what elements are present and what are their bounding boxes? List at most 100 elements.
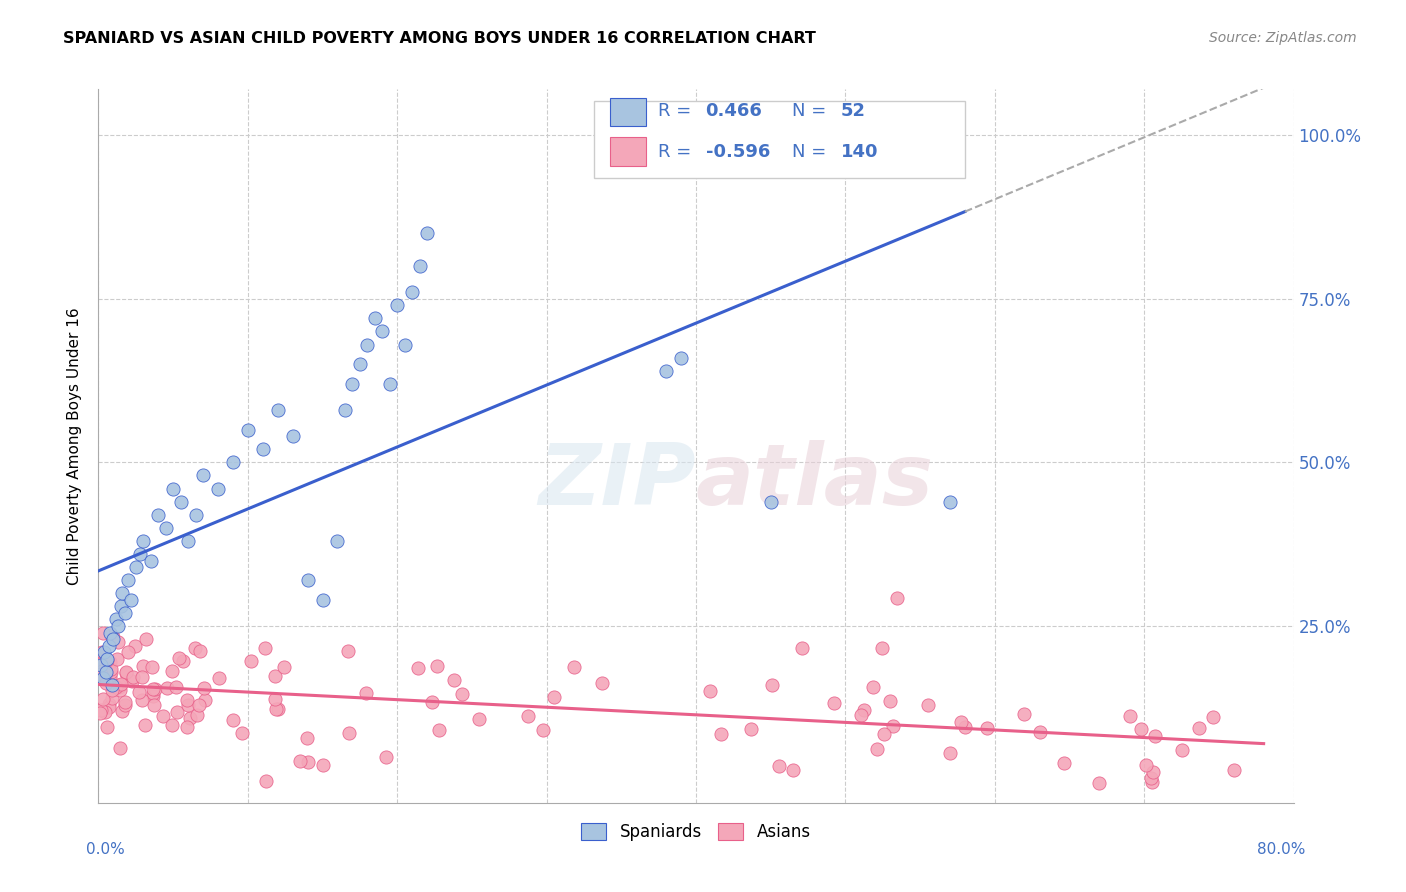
Point bbox=[97, 699, 120, 714]
Point bbox=[401, 285, 423, 300]
Text: 80.0%: 80.0% bbox=[1257, 842, 1306, 857]
Point bbox=[1144, 729, 1167, 743]
Point bbox=[97, 639, 120, 653]
Point bbox=[101, 678, 124, 692]
Point bbox=[851, 707, 873, 722]
Point bbox=[105, 612, 128, 626]
Point bbox=[108, 678, 131, 692]
Point bbox=[782, 764, 804, 778]
Point bbox=[591, 675, 613, 690]
Point bbox=[160, 718, 183, 732]
Point bbox=[468, 712, 491, 726]
Point bbox=[142, 682, 165, 697]
Point bbox=[97, 698, 120, 712]
Point bbox=[143, 698, 166, 713]
Text: atlas: atlas bbox=[696, 440, 934, 524]
Point bbox=[177, 533, 200, 548]
Point bbox=[1202, 710, 1225, 724]
Point bbox=[98, 625, 122, 640]
Point bbox=[143, 682, 166, 697]
Point bbox=[114, 698, 136, 712]
Point bbox=[100, 661, 122, 675]
Point bbox=[108, 680, 131, 694]
Point bbox=[111, 586, 134, 600]
Point bbox=[710, 727, 733, 741]
Point bbox=[131, 670, 153, 684]
Text: SPANIARD VS ASIAN CHILD POVERTY AMONG BOYS UNDER 16 CORRELATION CHART: SPANIARD VS ASIAN CHILD POVERTY AMONG BO… bbox=[63, 31, 815, 46]
Point bbox=[371, 325, 394, 339]
Point bbox=[337, 644, 360, 658]
Point bbox=[107, 635, 129, 649]
Point bbox=[141, 659, 163, 673]
Point bbox=[562, 660, 585, 674]
Point bbox=[949, 715, 972, 730]
Point bbox=[152, 708, 174, 723]
Point bbox=[873, 727, 896, 741]
Point bbox=[89, 656, 111, 670]
Point bbox=[90, 666, 112, 681]
Point bbox=[517, 709, 540, 723]
Point bbox=[93, 672, 115, 686]
Point bbox=[1223, 763, 1246, 777]
Point bbox=[427, 723, 450, 737]
Point bbox=[100, 690, 122, 705]
Point bbox=[953, 720, 976, 734]
Point bbox=[394, 337, 416, 351]
Point bbox=[93, 645, 115, 659]
Point bbox=[852, 702, 875, 716]
Point bbox=[886, 591, 908, 606]
Point bbox=[1088, 776, 1111, 790]
Point bbox=[100, 670, 122, 684]
Point bbox=[356, 337, 378, 351]
Point bbox=[105, 680, 128, 694]
Point bbox=[655, 364, 678, 378]
Point bbox=[91, 645, 114, 659]
Point bbox=[1119, 709, 1142, 723]
Y-axis label: Child Poverty Among Boys Under 16: Child Poverty Among Boys Under 16 bbox=[67, 307, 83, 585]
Point bbox=[108, 741, 131, 756]
Point bbox=[207, 482, 229, 496]
Point bbox=[89, 706, 111, 720]
Point bbox=[176, 720, 198, 734]
Point bbox=[131, 693, 153, 707]
Point bbox=[94, 676, 117, 690]
Point bbox=[759, 494, 782, 508]
Point bbox=[761, 678, 783, 692]
Point bbox=[98, 656, 121, 670]
Text: 0.0%: 0.0% bbox=[87, 842, 125, 857]
Point bbox=[194, 693, 217, 707]
Point bbox=[443, 673, 465, 687]
Point bbox=[917, 698, 939, 712]
Point bbox=[254, 773, 277, 788]
Point bbox=[1170, 743, 1192, 757]
Point bbox=[188, 698, 211, 713]
Point bbox=[416, 226, 439, 240]
Point bbox=[879, 694, 901, 708]
Point bbox=[114, 665, 136, 679]
Text: -0.596: -0.596 bbox=[706, 143, 770, 161]
Point bbox=[375, 750, 398, 764]
Point bbox=[976, 721, 998, 735]
Point bbox=[939, 746, 962, 760]
Point bbox=[117, 573, 139, 587]
Point bbox=[91, 626, 114, 640]
Text: ZIP: ZIP bbox=[538, 440, 696, 524]
Point bbox=[1012, 707, 1035, 722]
Text: 0.466: 0.466 bbox=[706, 102, 762, 120]
Point bbox=[101, 630, 124, 644]
Point bbox=[96, 652, 118, 666]
Bar bbox=[610, 137, 645, 166]
Point bbox=[882, 719, 904, 733]
Point bbox=[239, 654, 262, 668]
Point bbox=[253, 641, 276, 656]
Point bbox=[115, 666, 138, 681]
Point bbox=[122, 670, 145, 684]
Point bbox=[295, 731, 318, 746]
Point bbox=[172, 654, 194, 668]
Point bbox=[148, 508, 170, 522]
Point bbox=[792, 640, 814, 655]
Point bbox=[288, 754, 311, 768]
Point bbox=[385, 298, 409, 312]
Point bbox=[939, 494, 962, 508]
Text: 140: 140 bbox=[841, 143, 879, 161]
